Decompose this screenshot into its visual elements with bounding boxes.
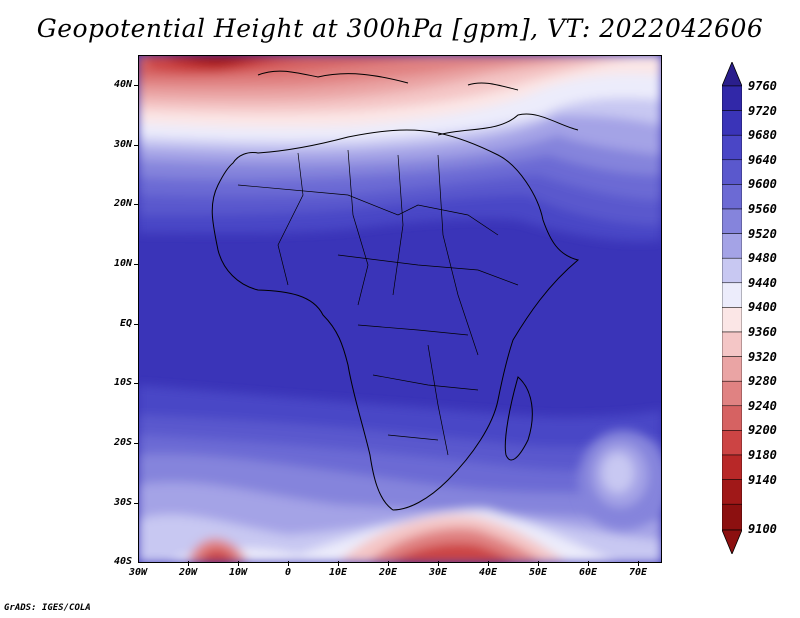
colorbar-label: 9140 [748,473,777,487]
lat-label-30n: 30N [113,139,132,150]
lon-label-40e: 40E [478,567,498,578]
colorbar-label: 9720 [748,104,777,118]
lon-label-10e: 10E [328,567,348,578]
colorbar-label: 9560 [748,202,777,216]
lon-label-70e: 70E [628,567,648,578]
colorbar-label: 9320 [748,350,777,364]
colorbar-label: 9280 [748,374,777,388]
colorbar-label: 9520 [748,227,777,241]
lat-label-40n: 40N [113,79,132,90]
lon-label-10w: 10W [228,567,248,578]
colorbar-label: 9600 [748,177,777,191]
lat-label-eq: EQ [119,318,132,329]
lon-label-20e: 20E [378,567,398,578]
lat-label-10s: 10S [113,377,132,388]
height-field [138,55,662,563]
country-borders [237,149,519,456]
lon-label-0: 0 [284,567,292,578]
lat-label-20n: 20N [113,198,132,209]
colorbar-label: 9760 [748,79,777,93]
colorbar-label: 9400 [748,300,777,314]
lat-label-30s: 30S [113,497,132,508]
colorbar-label: 9440 [748,276,777,290]
colorbar-label: 9180 [748,448,777,462]
colorbar-label: 9680 [748,128,777,142]
map-title: Geopotential Height at 300hPa [gpm], VT:… [36,14,764,43]
map-plot-area [138,55,662,563]
colorbar-bottom-arrow [722,529,742,554]
lon-label-20w: 20W [178,567,198,578]
lon-label-30e: 30E [428,567,448,578]
colorbar-label: 9640 [748,153,777,167]
lat-label-10n: 10N [113,258,132,269]
colorbar-label: 9100 [748,522,777,536]
lon-label-60e: 60E [578,567,598,578]
lon-label-30w: 30W [128,567,148,578]
coastline [211,70,580,511]
colorbar-label: 9240 [748,399,777,413]
lon-label-50e: 50E [528,567,548,578]
colorbar-top-arrow [722,62,742,87]
lat-label-20s: 20S [113,437,132,448]
lat-label-40s: 40S [113,556,132,567]
credit-text: GrADS: IGES/COLA [4,603,91,613]
map-frame [138,55,662,563]
colorbar-label: 9480 [748,251,777,265]
colorbar-label: 9360 [748,325,777,339]
colorbar-label: 9200 [748,423,777,437]
colorbar [722,62,742,554]
